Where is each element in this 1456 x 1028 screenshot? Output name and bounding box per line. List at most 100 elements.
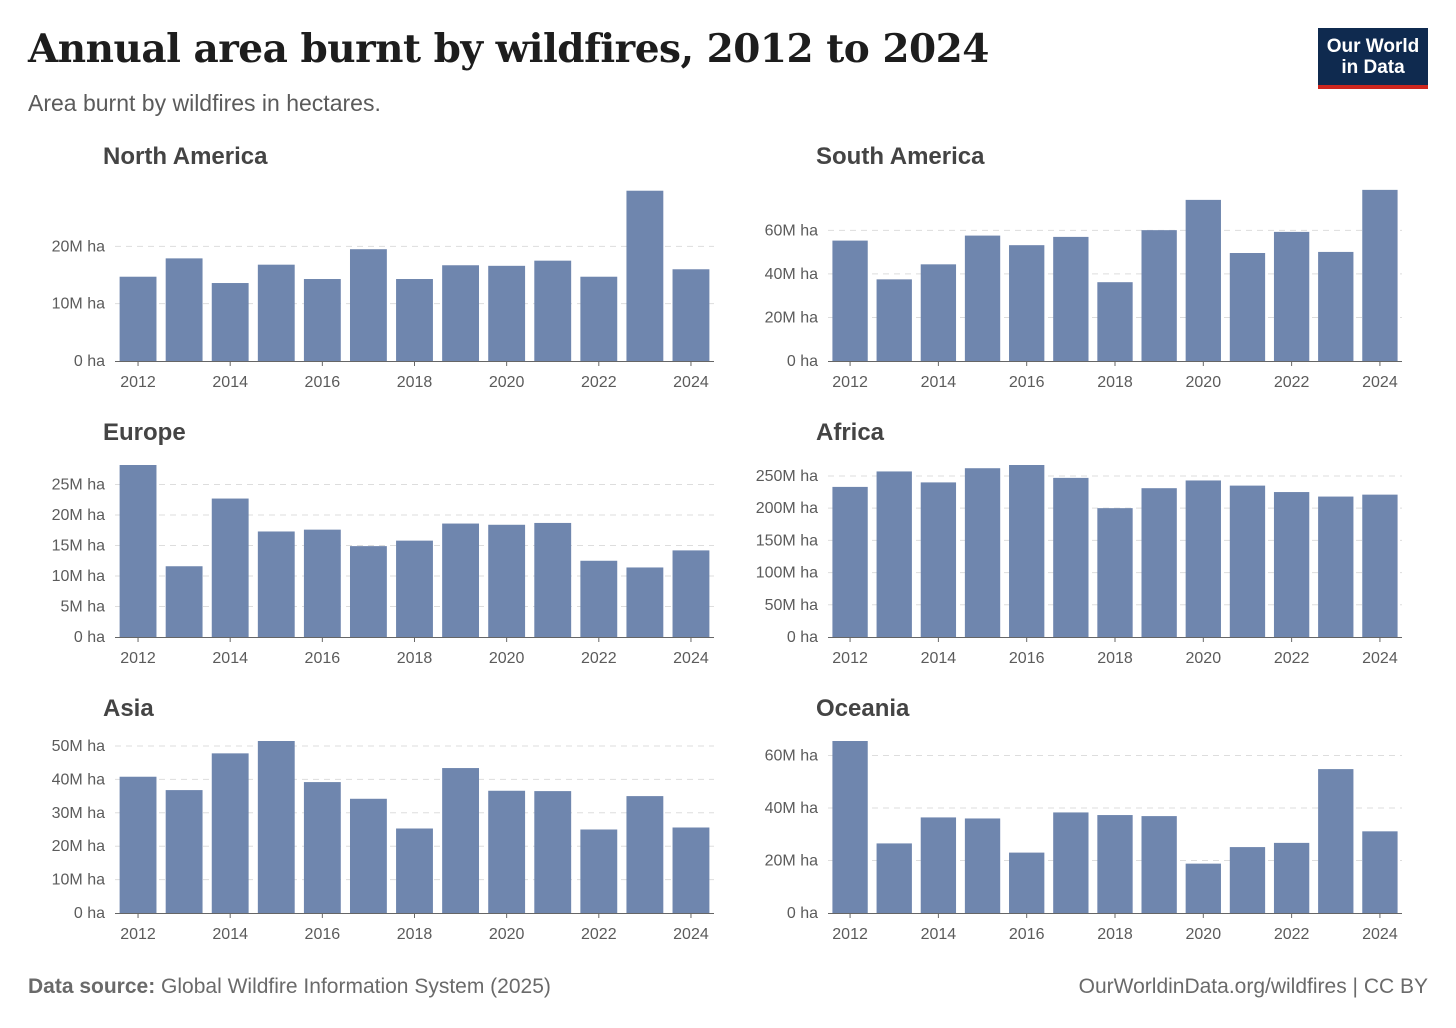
- x-tick-label: 2012: [832, 374, 868, 391]
- x-tick-label: 2024: [1362, 374, 1398, 391]
- bar: [488, 790, 526, 913]
- x-tick-label: 2012: [832, 650, 868, 667]
- x-tick-label: 2018: [1097, 374, 1133, 391]
- y-tick-label: 20M ha: [52, 507, 105, 524]
- bar: [1009, 852, 1045, 913]
- panel-asia: Asia 0 ha 10M ha 20M ha 30M ha 40M ha 50M ha 2…: [28, 695, 748, 955]
- bar: [119, 776, 157, 913]
- bar: [534, 260, 572, 361]
- owid-logo[interactable]: Our World in Data: [1318, 28, 1428, 89]
- y-tick-label: 15M ha: [52, 538, 105, 555]
- bar: [534, 522, 572, 637]
- bar-chart-north-america: 0 ha 10M ha 20M ha 2012 2014 2016 2018 2020 2022…: [52, 190, 714, 391]
- y-tick-label: 60M ha: [765, 747, 818, 764]
- source-url-link[interactable]: OurWorldinData.org/wildfires | CC BY: [1078, 975, 1428, 998]
- bar: [165, 566, 203, 637]
- bar: [876, 471, 912, 637]
- bar: [672, 550, 710, 637]
- y-tick-label: 0 ha: [74, 905, 105, 922]
- bar: [303, 782, 341, 913]
- bar: [1273, 842, 1310, 913]
- y-tick-label: 5M ha: [61, 599, 106, 616]
- x-tick-label: 2016: [305, 374, 341, 391]
- bar: [1362, 831, 1398, 913]
- x-tick-label: 2014: [212, 926, 248, 943]
- x-tick-label: 2020: [489, 926, 525, 943]
- x-tick-label: 2018: [1097, 650, 1133, 667]
- bar: [626, 190, 664, 361]
- bar: [1141, 230, 1177, 361]
- bar: [1097, 282, 1133, 361]
- y-tick-label: 60M ha: [765, 222, 818, 239]
- x-tick-label: 2020: [489, 650, 525, 667]
- bar: [964, 468, 1001, 637]
- x-tick-label: 2018: [397, 650, 433, 667]
- bar: [832, 741, 868, 913]
- bar: [442, 265, 480, 361]
- logo-line-2: in Data: [1341, 56, 1405, 78]
- bar: [303, 279, 341, 361]
- bar: [1273, 492, 1310, 637]
- bar: [580, 560, 618, 637]
- y-tick-label: 0 ha: [74, 629, 105, 646]
- logo-line-1: Our World: [1326, 35, 1420, 57]
- x-tick-label: 2016: [1009, 926, 1045, 943]
- y-tick-label: 200M ha: [756, 500, 818, 517]
- bar: [257, 741, 295, 913]
- bar-chart-africa: 0 ha 50M ha 100M ha 150M ha 200M ha 250M ha 20…: [756, 465, 1402, 667]
- panel-oceania: Oceania 0 ha 20M ha 40M ha 60M ha 2012 2014 20…: [716, 695, 1436, 955]
- y-tick-label: 10M ha: [52, 872, 105, 889]
- bar: [257, 531, 295, 637]
- bar: [1141, 488, 1177, 637]
- chart-subtitle: Area burnt by wildfires in hectares.: [28, 90, 381, 116]
- y-tick-label: 25M ha: [52, 477, 105, 494]
- x-tick-label: 2020: [1186, 650, 1222, 667]
- bar-chart-oceania: 0 ha 20M ha 40M ha 60M ha 2012 2014 2016 2018 20…: [765, 741, 1402, 943]
- bar: [1185, 863, 1221, 913]
- bar: [580, 276, 618, 361]
- y-tick-label: 0 ha: [787, 905, 818, 922]
- x-tick-label: 2016: [305, 650, 341, 667]
- bar-chart-europe: 0 ha 5M ha 10M ha 15M ha 20M ha 25M ha 2012 201…: [52, 465, 714, 667]
- bar: [165, 258, 203, 361]
- bar: [165, 790, 203, 913]
- bar: [1185, 199, 1221, 361]
- x-tick-label: 2020: [1186, 374, 1222, 391]
- x-tick-label: 2016: [305, 926, 341, 943]
- bar: [1229, 847, 1266, 913]
- x-tick-label: 2014: [212, 374, 248, 391]
- x-tick-label: 2014: [212, 650, 248, 667]
- bar: [1097, 815, 1133, 913]
- y-tick-label: 20M ha: [765, 309, 818, 326]
- x-tick-label: 2012: [120, 650, 156, 667]
- bar: [920, 264, 957, 361]
- bar: [964, 235, 1001, 361]
- bar: [920, 817, 957, 913]
- y-tick-label: 40M ha: [765, 800, 818, 817]
- bar: [1318, 769, 1354, 913]
- panel-title: Europe: [103, 419, 186, 446]
- bar: [672, 269, 710, 361]
- x-tick-label: 2022: [1274, 650, 1310, 667]
- x-tick-label: 2022: [1274, 374, 1310, 391]
- bar: [396, 279, 433, 361]
- bar: [488, 265, 526, 361]
- y-tick-label: 250M ha: [756, 468, 818, 485]
- y-tick-label: 40M ha: [52, 771, 105, 788]
- bar: [349, 546, 387, 637]
- x-tick-label: 2022: [1274, 926, 1310, 943]
- y-tick-label: 20M ha: [52, 838, 105, 855]
- bar: [876, 843, 912, 913]
- bar: [303, 529, 341, 637]
- x-tick-label: 2018: [397, 926, 433, 943]
- x-tick-label: 2018: [397, 374, 433, 391]
- bar: [211, 498, 249, 637]
- bar: [1097, 508, 1133, 637]
- x-tick-label: 2014: [921, 926, 957, 943]
- x-tick-label: 2024: [673, 374, 709, 391]
- panel-title: Africa: [816, 419, 885, 446]
- chart-title: Annual area burnt by wildfires, 2012 to …: [28, 26, 989, 72]
- y-tick-label: 20M ha: [765, 852, 818, 869]
- x-tick-label: 2016: [1009, 650, 1045, 667]
- x-tick-label: 2024: [673, 650, 709, 667]
